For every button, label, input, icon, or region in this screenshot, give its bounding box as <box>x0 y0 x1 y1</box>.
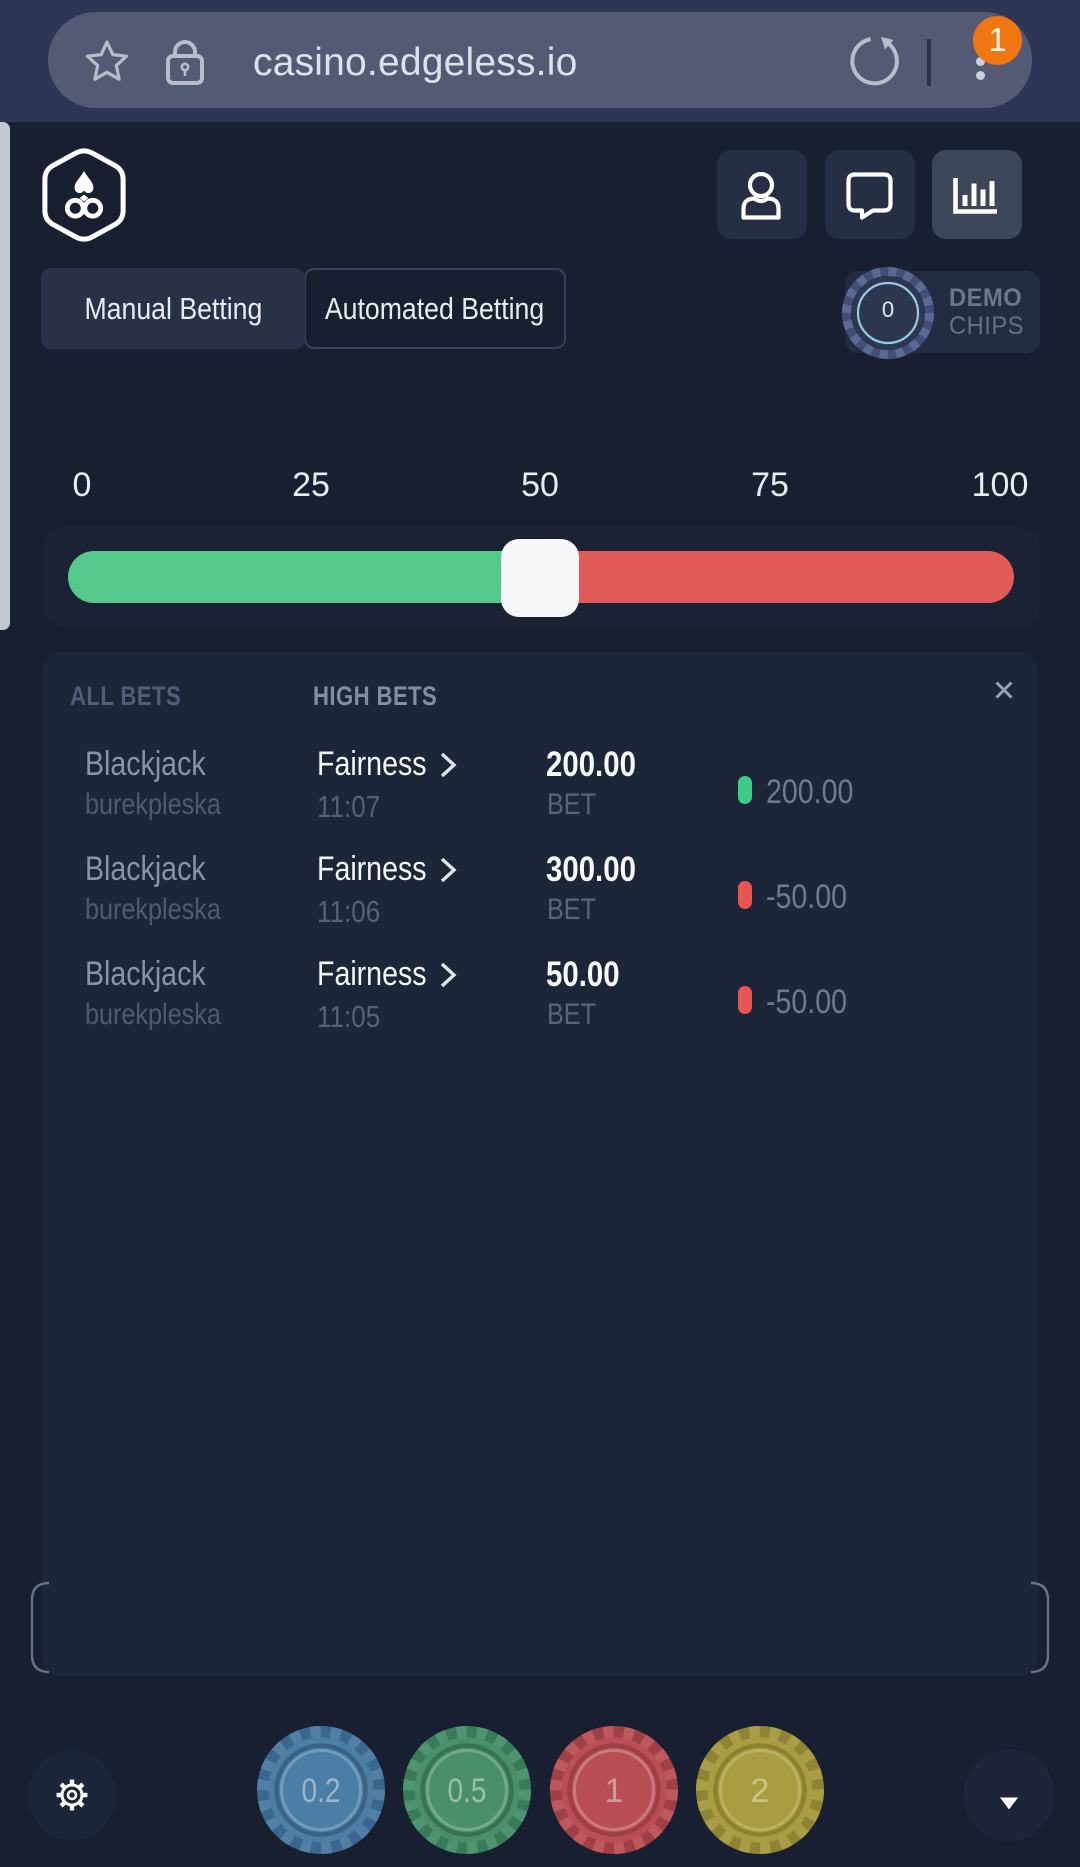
svg-text:0: 0 <box>882 297 894 322</box>
svg-text:1: 1 <box>605 1772 624 1810</box>
svg-text:0.2: 0.2 <box>302 1772 341 1810</box>
svg-text:0.5: 0.5 <box>448 1772 487 1810</box>
svg-text:2: 2 <box>751 1772 770 1810</box>
